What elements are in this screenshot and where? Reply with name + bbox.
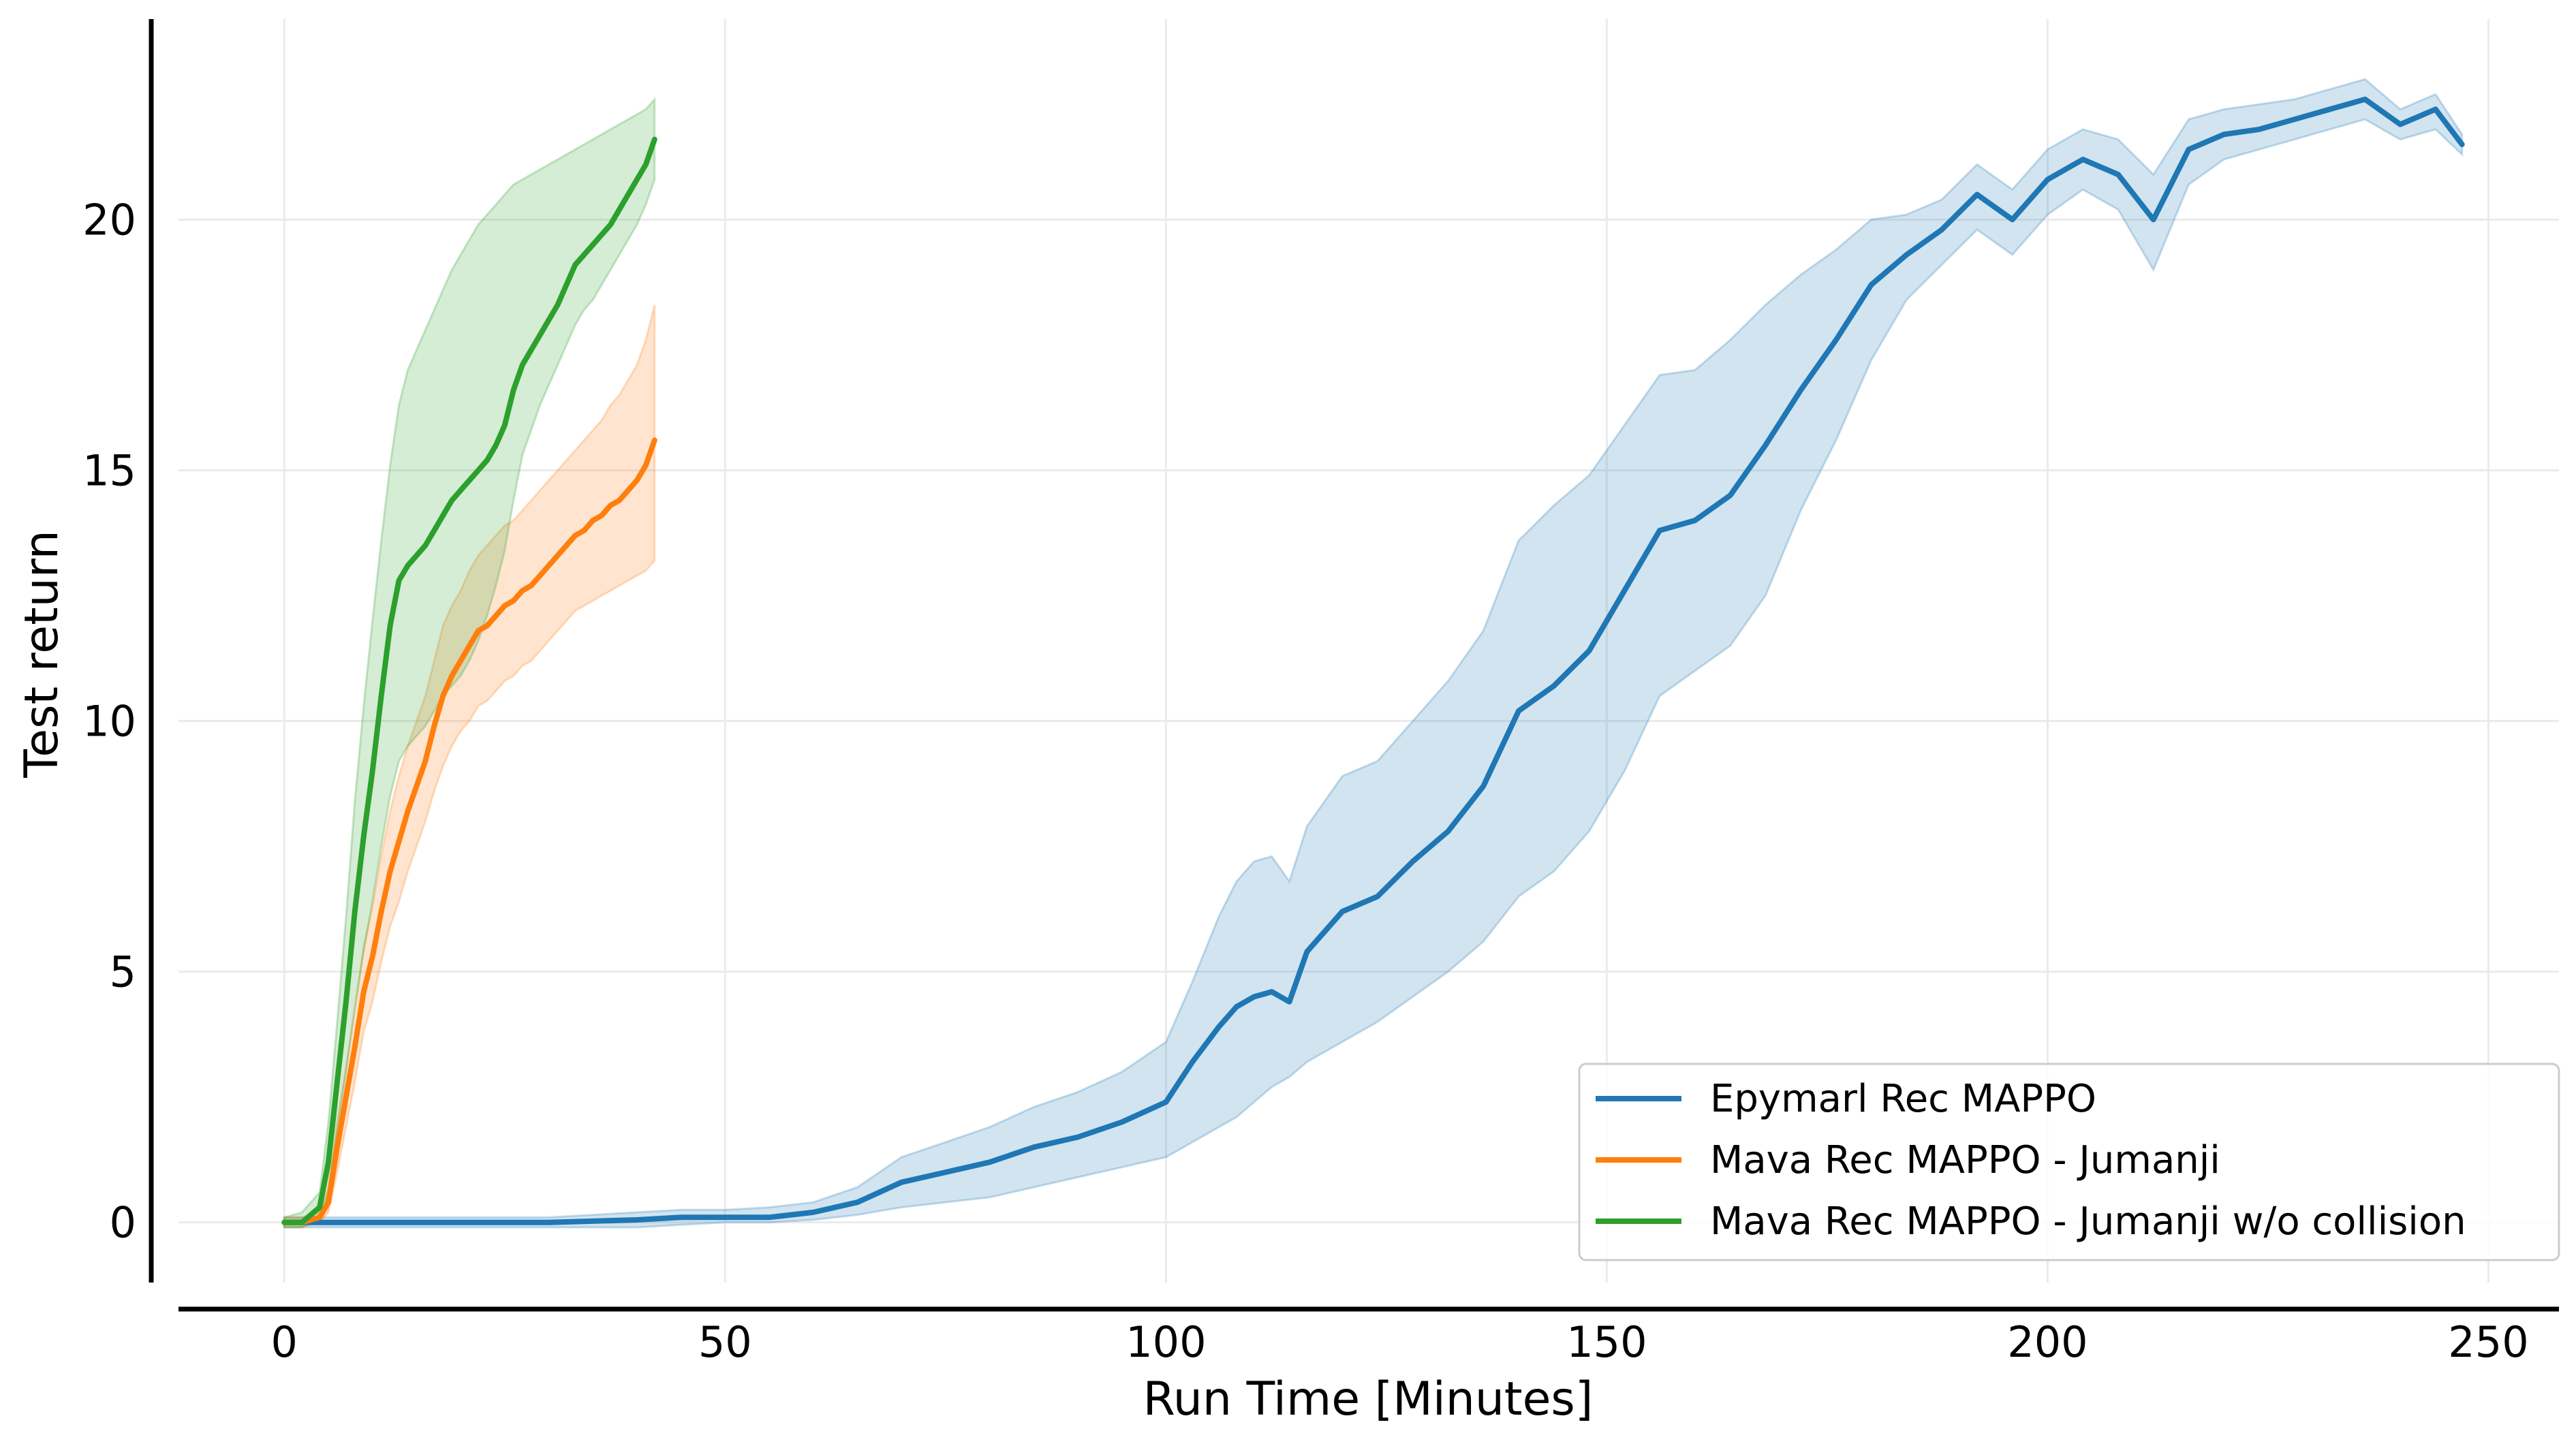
line-mava-jumanji (281, 437, 657, 1225)
x-tick-label: 0 (271, 1317, 298, 1367)
legend-label-epymarl: Epymarl Rec MAPPO (1710, 1077, 2096, 1121)
series-lines (281, 96, 2465, 1225)
y-tick-label: 5 (110, 947, 136, 997)
y-tick-label: 0 (110, 1198, 136, 1248)
band-mava-jumanji (283, 304, 656, 1229)
y-tick-label: 15 (82, 446, 136, 496)
x-tick-label: 200 (2007, 1317, 2088, 1367)
legend-item-mava-no-collision: Mava Rec MAPPO - Jumanji w/o collision (1596, 1199, 2466, 1244)
legend-item-mava-jumanji: Mava Rec MAPPO - Jumanji (1596, 1138, 2220, 1182)
band-epymarl (283, 78, 2464, 1229)
axes (149, 19, 2559, 1312)
legend-item-epymarl: Epymarl Rec MAPPO (1596, 1077, 2096, 1121)
x-tick-label: 150 (1566, 1317, 1647, 1367)
x-tick-label: 100 (1126, 1317, 1206, 1367)
y-tick-label: 20 (82, 195, 136, 245)
tick-labels: 0 50 100 150 200 250 0 5 10 15 20 (82, 195, 2529, 1367)
x-tick-label: 50 (698, 1317, 752, 1367)
line-mava-no-collision (281, 136, 657, 1225)
legend-box (1578, 1063, 2560, 1261)
line-epymarl (281, 96, 2465, 1225)
confidence-bands (283, 78, 2464, 1229)
legend: Epymarl Rec MAPPO Mava Rec MAPPO - Juman… (1578, 1063, 2560, 1261)
legend-label-mava-no-collision: Mava Rec MAPPO - Jumanji w/o collision (1710, 1199, 2466, 1244)
y-tick-label: 10 (82, 697, 136, 746)
x-tick-label: 250 (2448, 1317, 2528, 1367)
x-axis-label: Run Time [Minutes] (1143, 1372, 1594, 1426)
y-axis-label: Test return (15, 530, 69, 778)
legend-label-mava-jumanji: Mava Rec MAPPO - Jumanji (1710, 1138, 2220, 1182)
